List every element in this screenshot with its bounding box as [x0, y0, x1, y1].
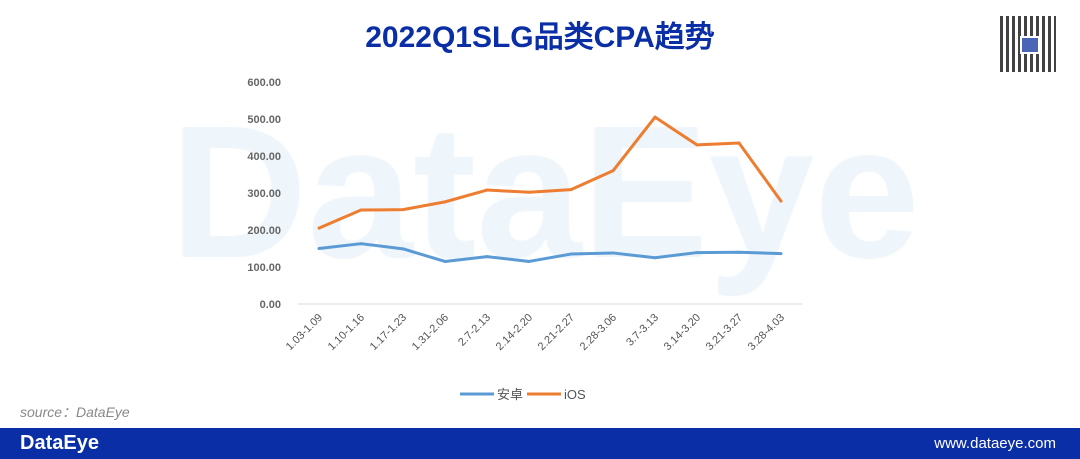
data-point: [527, 259, 531, 263]
data-point: [695, 143, 699, 147]
data-point: [317, 226, 321, 230]
data-point: [611, 169, 615, 173]
series-line-安卓: [318, 242, 782, 263]
x-tick-label: 2.21-2.27: [536, 312, 577, 353]
data-point: [527, 190, 531, 194]
data-point: [653, 256, 657, 260]
data-point: [779, 252, 783, 256]
data-point: [779, 199, 783, 203]
x-tick-label: 1.31-2.06: [410, 312, 451, 353]
y-tick-label: 300.00: [247, 188, 281, 200]
y-tick-label: 100.00: [247, 262, 281, 274]
legend-label: 安卓: [497, 387, 523, 402]
legend-label: iOS: [564, 387, 586, 402]
qr-code: [1000, 16, 1056, 72]
x-tick-label: 2.14-2.20: [494, 312, 535, 353]
data-point: [443, 259, 447, 263]
data-point: [737, 250, 741, 254]
x-tick-label: 3.21-3.27: [704, 312, 745, 353]
data-point: [611, 251, 615, 255]
watermark: [0, 0, 1080, 420]
y-tick-label: 0.00: [260, 299, 281, 311]
x-tick-label: 1.17-1.23: [368, 312, 409, 353]
data-point: [695, 251, 699, 255]
footer-logo: DataEye: [20, 432, 99, 454]
footer-url: www.dataeye.com: [934, 435, 1056, 452]
data-point: [569, 252, 573, 256]
line-chart: 0.00 100.00 200.00 300.00 400.00 500.00 600.00…: [247, 77, 802, 402]
data-point: [443, 200, 447, 204]
data-point: [737, 141, 741, 145]
x-tick-label: 1.10-1.16: [326, 312, 367, 353]
x-tick-label: 2.28-3.06: [578, 312, 619, 353]
data-point: [485, 188, 489, 192]
y-tick-label: 600.00: [247, 77, 281, 89]
data-point: [359, 208, 363, 212]
chart-title: 2022Q1SLG品类CPA趋势: [365, 21, 715, 54]
data-point: [653, 115, 657, 119]
y-tick-label: 200.00: [247, 225, 281, 237]
x-tick-label: 2.7-2.13: [456, 312, 493, 349]
data-point: [401, 208, 405, 212]
x-tick-label: 3.28-4.03: [746, 312, 787, 353]
data-point: [317, 247, 321, 250]
data-point: [359, 242, 363, 246]
y-tick-label: 400.00: [247, 151, 281, 163]
series-line-iOS: [318, 115, 783, 230]
data-point: [569, 188, 573, 192]
y-tick-label: 500.00: [247, 114, 281, 126]
x-tick-label: 1.03-1.09: [284, 312, 325, 353]
data-point: [401, 247, 405, 251]
footer-bar: DataEye www.dataeye.com: [0, 428, 1080, 459]
x-tick-label: 3.14-3.20: [662, 312, 703, 353]
data-point: [485, 255, 489, 259]
source-note: source：DataEye: [20, 404, 130, 420]
x-tick-label: 3.7-3.13: [624, 312, 661, 349]
